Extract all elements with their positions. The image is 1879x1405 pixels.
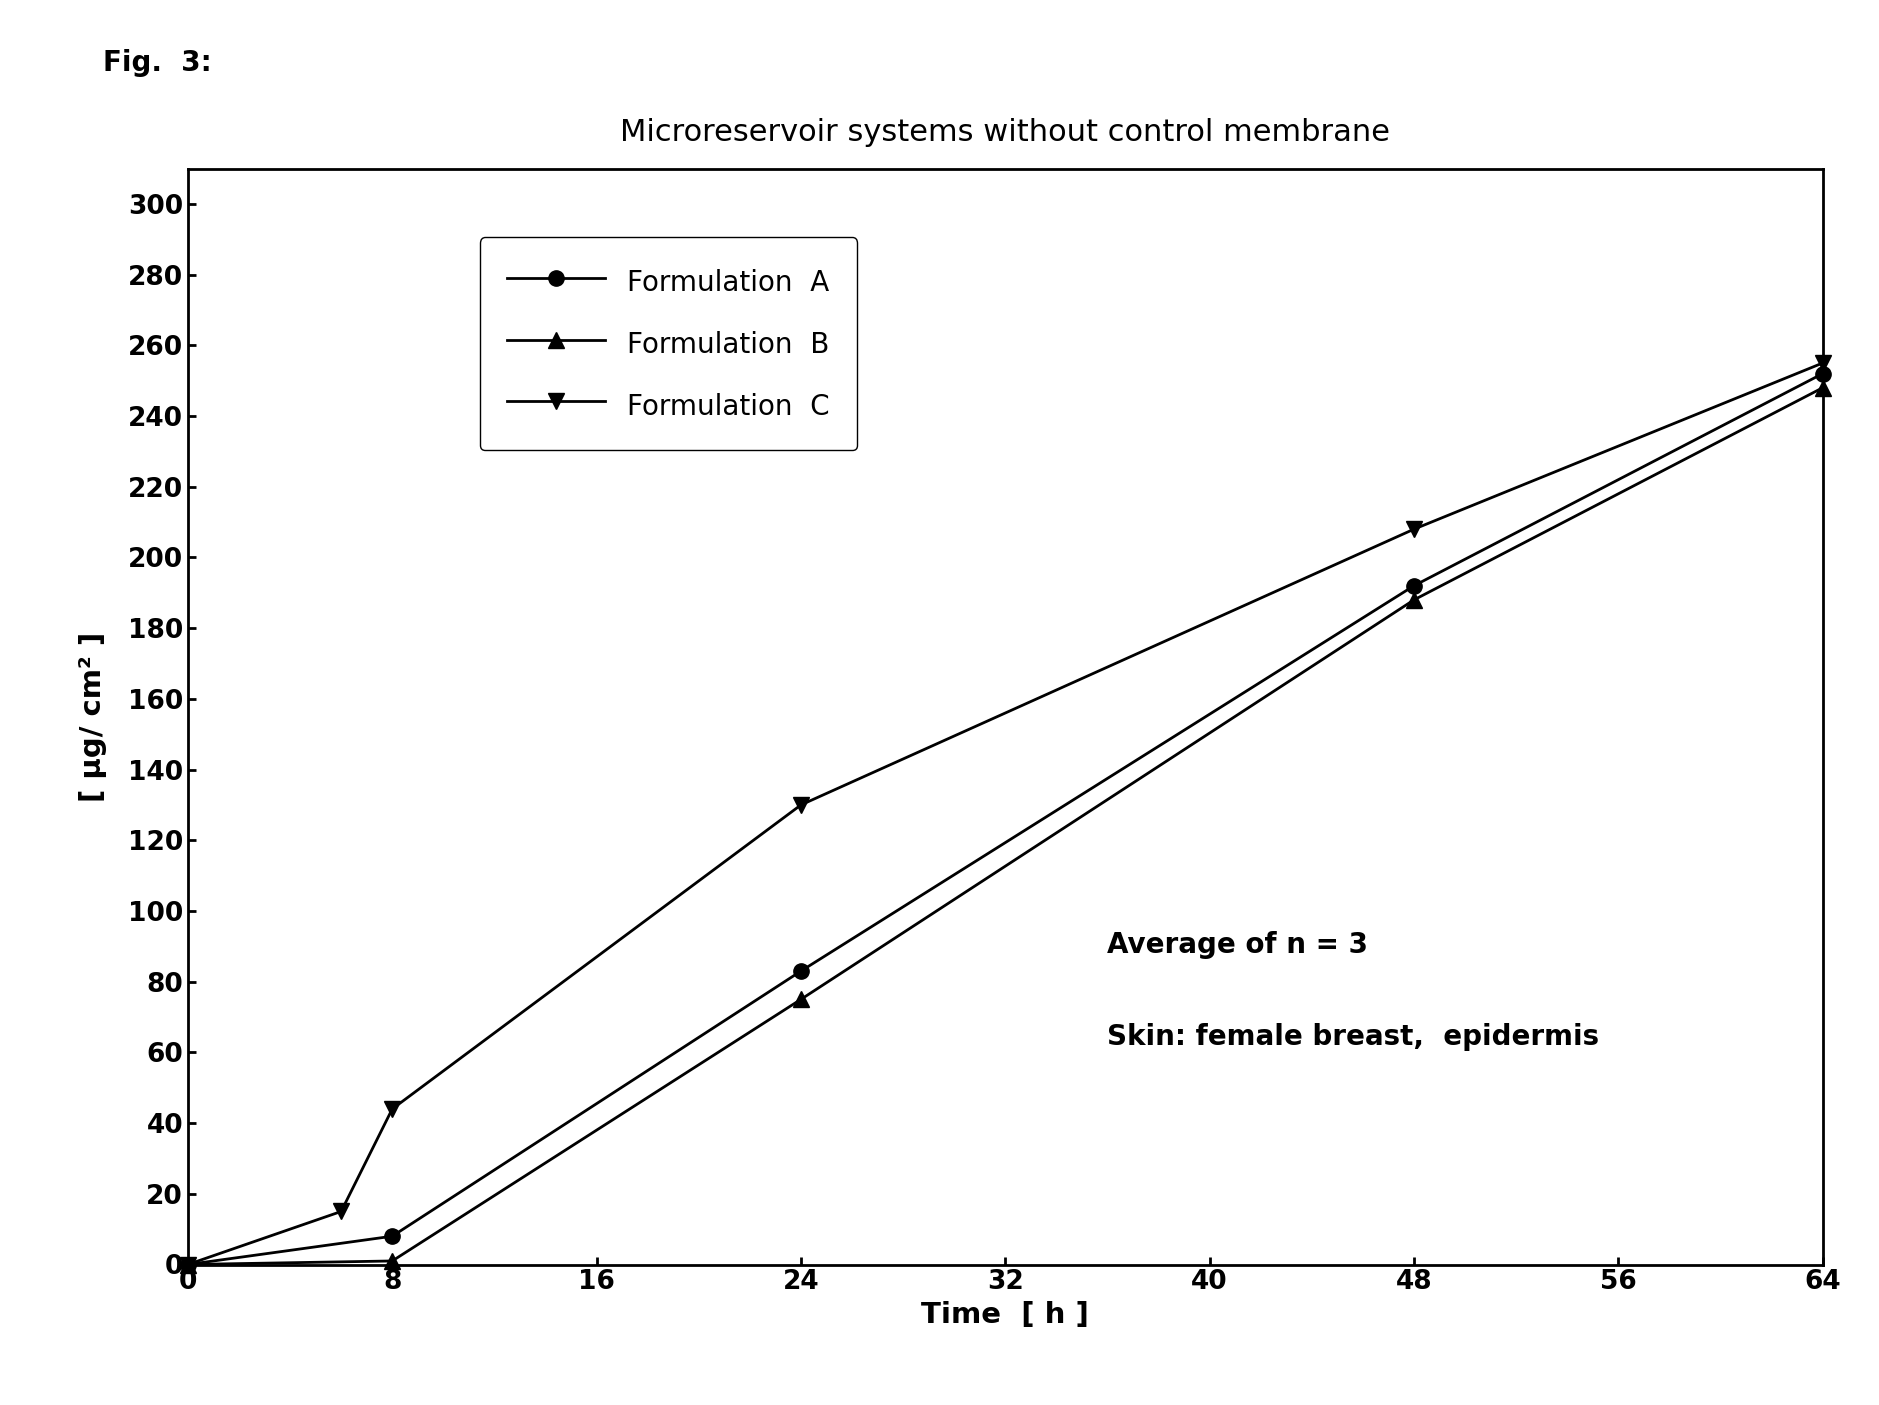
Text: Average of n = 3: Average of n = 3 [1107,932,1368,960]
Title: Microreservoir systems without control membrane: Microreservoir systems without control m… [620,118,1390,146]
Y-axis label: [ µg/ cm² ]: [ µg/ cm² ] [79,631,107,802]
Text: Fig.  3:: Fig. 3: [103,49,212,77]
X-axis label: Time  [ h ]: Time [ h ] [921,1301,1090,1329]
Legend: Formulation  A, Formulation  B, Formulation  C: Formulation A, Formulation B, Formulatio… [479,237,857,450]
Text: Skin: female breast,  epidermis: Skin: female breast, epidermis [1107,1023,1599,1051]
